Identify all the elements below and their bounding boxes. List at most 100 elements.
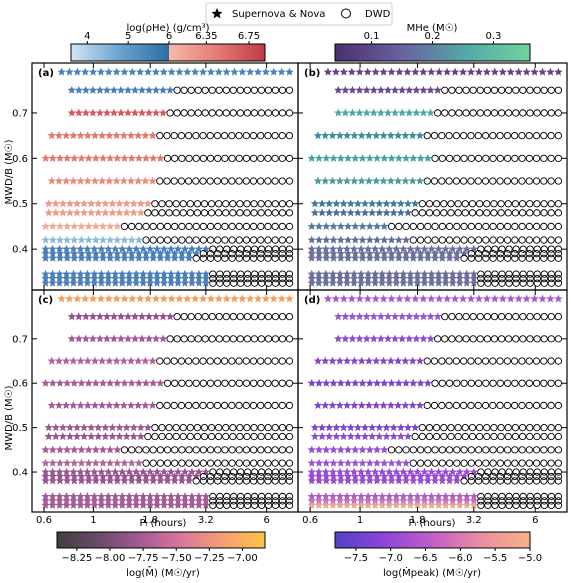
dwd-circle-marker <box>120 222 129 231</box>
dwd-circle-marker <box>223 274 231 283</box>
dwd-circle-marker <box>511 477 519 485</box>
star-marker <box>184 253 194 262</box>
star-marker <box>48 222 57 230</box>
dwd-circle-marker <box>264 401 272 410</box>
star-marker <box>413 269 422 278</box>
star-marker <box>113 253 122 262</box>
dwd-circle-marker <box>192 131 200 140</box>
star-marker <box>41 222 50 230</box>
star-marker <box>370 244 380 253</box>
star-marker <box>419 85 428 94</box>
colorbar-mdot-tick: −7.75 <box>128 553 159 564</box>
dwd-circle-marker <box>482 472 490 481</box>
dwd-circle-marker <box>229 423 237 432</box>
dwd-circle-marker <box>192 236 200 244</box>
star-marker <box>314 476 324 485</box>
dwd-circle-marker <box>554 335 563 343</box>
star-marker <box>141 401 150 409</box>
star-marker <box>385 274 394 283</box>
star-marker <box>65 199 75 208</box>
star-marker <box>335 278 345 287</box>
dwd-circle-marker <box>257 459 265 467</box>
star-marker <box>348 85 357 94</box>
colorbar-mhe-tick: 0.1 <box>364 31 380 42</box>
star-marker <box>69 176 78 185</box>
dwd-circle-marker <box>540 245 548 253</box>
dwd-circle-marker <box>151 200 159 208</box>
star-marker <box>183 294 192 303</box>
dwd-circle-marker <box>264 279 273 287</box>
dwd-circle-marker <box>526 245 534 253</box>
star-marker <box>125 500 134 509</box>
dwd-circle-marker <box>278 492 287 501</box>
dwd-circle-marker <box>518 401 526 410</box>
colorbar-mdot-tick: −7.00 <box>227 553 258 564</box>
star-marker <box>285 294 294 303</box>
star-marker <box>91 222 100 230</box>
star-marker <box>357 356 366 365</box>
dwd-circle-marker <box>411 432 419 441</box>
colorbar-mpeak: −7.5 −7.0 −6.5 −6.0 −5.5 −5.0 log(Ṁpeak) (M☉/… <box>334 531 542 579</box>
star-marker <box>134 401 143 409</box>
star-marker <box>70 253 79 262</box>
star-marker <box>120 253 129 262</box>
star-marker <box>58 208 68 217</box>
dwd-circle-marker <box>185 222 193 231</box>
dwd-circle-marker <box>257 423 265 432</box>
star-marker <box>65 208 75 217</box>
dwd-circle-marker <box>221 472 229 481</box>
dwd-circle-marker <box>206 177 214 185</box>
dwd-circle-marker <box>540 423 548 432</box>
star-marker <box>342 176 352 185</box>
dwd-circle-marker <box>474 477 483 485</box>
dwd-circle-marker <box>533 432 541 441</box>
star-marker <box>310 423 320 432</box>
star-marker <box>397 334 407 343</box>
star-marker <box>151 312 161 321</box>
dwd-circle-marker <box>271 86 280 94</box>
panel-d: 0.6 1 1.8 3.2 6(d) <box>297 289 568 526</box>
star-marker <box>380 235 389 244</box>
dwd-circle-marker <box>477 270 485 278</box>
star-marker <box>355 294 364 303</box>
star-marker <box>77 458 86 467</box>
star-marker <box>143 199 153 208</box>
dwd-circle-marker <box>278 109 287 117</box>
star-marker <box>356 500 366 509</box>
panel-label: (c) <box>38 295 53 306</box>
star-marker <box>73 294 82 303</box>
dwd-circle-marker <box>177 401 186 410</box>
dwd-circle-marker <box>208 109 216 117</box>
star-marker <box>360 199 370 208</box>
star-marker <box>57 67 66 76</box>
star-marker <box>396 199 406 208</box>
star-marker <box>134 253 144 262</box>
dwd-circle-marker <box>229 109 237 117</box>
star-marker <box>323 294 333 303</box>
star-marker <box>325 432 334 441</box>
star-marker <box>458 294 468 303</box>
dwd-circle-marker <box>469 335 477 343</box>
dwd-circle-marker <box>518 432 527 441</box>
star-marker <box>97 278 106 287</box>
dwd-circle-marker <box>496 250 505 258</box>
dwd-circle-marker <box>250 245 259 253</box>
dwd-circle-marker <box>540 222 548 231</box>
star-marker <box>152 274 162 283</box>
dwd-circle-marker <box>526 279 534 287</box>
dwd-circle-marker <box>165 432 173 441</box>
dwd-circle-marker <box>223 497 231 505</box>
star-marker <box>41 458 50 467</box>
dwd-circle-marker <box>467 222 475 231</box>
dwd-circle-marker <box>221 459 229 467</box>
star-marker <box>342 356 352 365</box>
star-marker <box>88 85 98 94</box>
dwd-circle-marker <box>135 446 143 454</box>
star-marker <box>346 208 355 217</box>
dwd-circle-marker <box>285 501 294 509</box>
star-marker <box>382 432 391 441</box>
star-marker <box>325 199 334 208</box>
star-marker <box>401 176 410 185</box>
star-marker <box>165 312 175 321</box>
star-marker <box>145 278 155 287</box>
